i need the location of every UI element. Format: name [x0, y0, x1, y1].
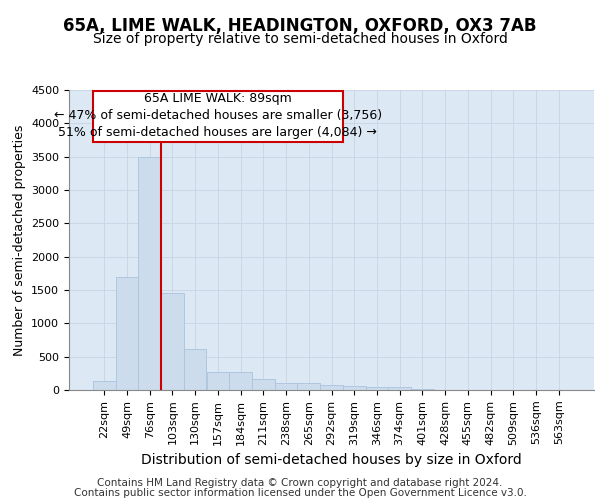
Bar	[275, 384, 298, 390]
Bar	[206, 372, 229, 390]
Bar	[139, 156, 161, 390]
Bar	[388, 386, 411, 390]
Bar	[184, 348, 206, 390]
Text: Contains HM Land Registry data © Crown copyright and database right 2024.: Contains HM Land Registry data © Crown c…	[97, 478, 503, 488]
Bar	[365, 386, 388, 390]
Bar	[320, 386, 343, 390]
Text: 65A LIME WALK: 89sqm
← 47% of semi-detached houses are smaller (3,756)
51% of se: 65A LIME WALK: 89sqm ← 47% of semi-detac…	[54, 92, 382, 139]
Text: 65A, LIME WALK, HEADINGTON, OXFORD, OX3 7AB: 65A, LIME WALK, HEADINGTON, OXFORD, OX3 …	[63, 18, 537, 36]
Bar	[343, 386, 365, 390]
Bar	[93, 382, 116, 390]
Bar	[116, 276, 139, 390]
Bar	[298, 384, 320, 390]
Y-axis label: Number of semi-detached properties: Number of semi-detached properties	[13, 124, 26, 356]
Text: Size of property relative to semi-detached houses in Oxford: Size of property relative to semi-detach…	[92, 32, 508, 46]
Bar	[161, 294, 184, 390]
Bar	[229, 372, 252, 390]
FancyBboxPatch shape	[93, 90, 343, 142]
Text: Contains public sector information licensed under the Open Government Licence v3: Contains public sector information licen…	[74, 488, 526, 498]
Bar	[252, 380, 275, 390]
X-axis label: Distribution of semi-detached houses by size in Oxford: Distribution of semi-detached houses by …	[141, 453, 522, 467]
